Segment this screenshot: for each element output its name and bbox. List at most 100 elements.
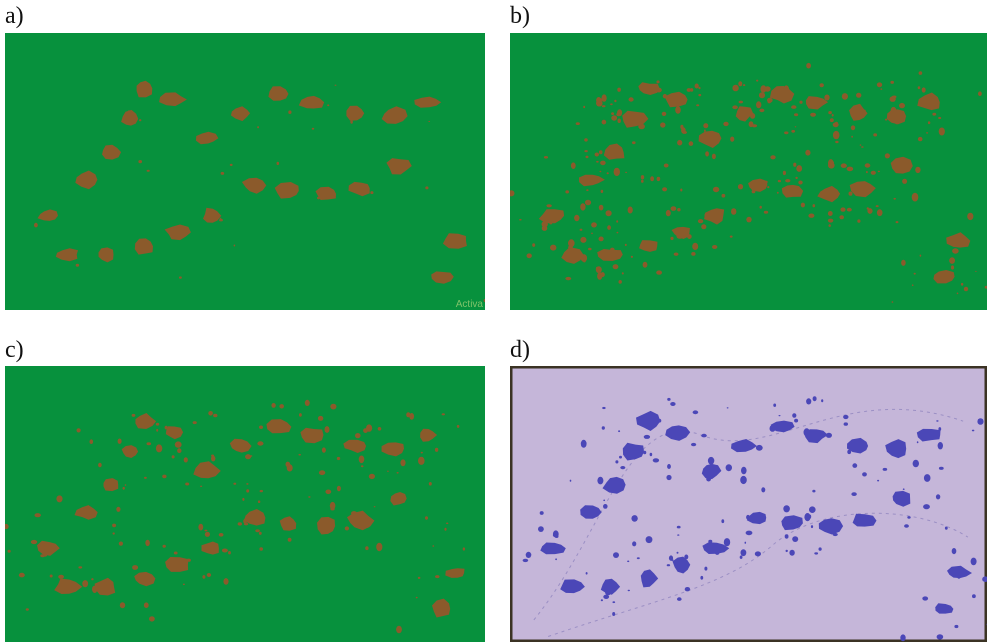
noise-speck	[603, 594, 610, 599]
tree-crown-blob	[933, 270, 955, 284]
noise-speck	[18, 572, 25, 578]
noise-speck	[851, 135, 853, 138]
tree-crown-blob	[164, 224, 191, 241]
noise-speck	[366, 424, 373, 432]
noise-speck	[893, 197, 896, 200]
noise-speck	[921, 87, 926, 93]
noise-speck	[677, 208, 681, 212]
tree-crown-blob	[74, 505, 98, 520]
noise-speck	[601, 105, 606, 108]
noise-speck	[242, 497, 245, 501]
noise-speck	[580, 439, 587, 448]
noise-speck	[725, 464, 732, 472]
noise-speck	[599, 170, 602, 173]
noise-speck	[846, 207, 852, 212]
noise-speck	[25, 608, 29, 611]
noise-speck	[701, 433, 707, 438]
noise-speck	[784, 131, 789, 135]
tree-crown-blob	[935, 603, 954, 614]
noise-speck	[377, 427, 382, 431]
tree-crown-blob	[636, 410, 661, 431]
noise-speck	[841, 93, 848, 100]
noise-speck	[847, 449, 852, 455]
noise-speck	[824, 94, 830, 101]
noise-speck	[875, 205, 879, 208]
noise-speck	[221, 548, 228, 553]
noise-speck	[595, 266, 599, 271]
noise-speck	[368, 473, 375, 480]
noise-speck	[711, 153, 716, 160]
noise-speck	[956, 292, 959, 295]
panel-label-d: d)	[510, 337, 530, 363]
noise-speck	[891, 301, 894, 303]
tree-crown-blob	[639, 240, 658, 252]
noise-speck	[585, 155, 589, 159]
noise-speck	[617, 87, 621, 92]
tree-crown-blob	[638, 82, 660, 95]
noise-speck	[806, 398, 812, 405]
noise-speck	[832, 122, 839, 128]
noise-speck	[624, 243, 627, 247]
noise-speck	[145, 539, 150, 547]
tree-crown-blob	[103, 478, 119, 492]
noise-speck	[904, 524, 909, 528]
tree-crown-blob	[580, 505, 602, 519]
tree-crown-blob	[600, 578, 621, 595]
tree-crown-blob	[622, 110, 649, 128]
noise-speck	[758, 92, 766, 99]
noise-speck	[982, 576, 987, 582]
tree-crown-blob	[121, 445, 139, 458]
noise-speck	[462, 547, 466, 551]
noise-speck	[746, 216, 752, 223]
tree-crown-blob	[136, 80, 153, 98]
noise-speck	[852, 463, 858, 468]
noise-speck	[901, 259, 906, 266]
noise-speck	[174, 441, 182, 448]
noise-speck	[677, 597, 682, 601]
noise-speck	[287, 537, 292, 542]
tree-crown-blob	[664, 91, 688, 108]
noise-speck	[812, 204, 816, 208]
noise-speck	[336, 456, 341, 461]
noise-speck	[601, 94, 607, 102]
noise-speck	[627, 560, 630, 563]
noise-speck	[616, 231, 619, 234]
noise-speck	[730, 136, 735, 142]
tree-crown-blob	[852, 513, 877, 527]
noise-speck	[866, 170, 868, 174]
noise-speck	[794, 418, 799, 423]
noise-speck	[873, 133, 878, 137]
panel-label-a: a)	[5, 3, 24, 29]
noise-speck	[373, 506, 376, 508]
noise-speck	[963, 286, 969, 292]
noise-speck	[936, 634, 944, 640]
noise-speck	[843, 414, 849, 420]
noise-speck	[721, 519, 725, 524]
noise-speck	[704, 129, 706, 132]
noise-speck	[78, 566, 83, 569]
tree-crown-blob	[135, 413, 157, 429]
noise-speck	[680, 188, 683, 192]
noise-speck	[418, 456, 425, 465]
tree-crown-blob	[201, 541, 219, 555]
noise-speck	[298, 453, 302, 456]
noise-speck	[759, 108, 765, 113]
noise-speck	[569, 479, 572, 482]
noise-speck	[584, 150, 588, 153]
noise-speck	[387, 470, 389, 472]
tree-crown-blob	[946, 232, 971, 248]
contour-line	[547, 512, 969, 637]
noise-speck	[597, 272, 603, 280]
noise-speck	[198, 523, 204, 531]
noise-speck	[162, 474, 167, 479]
noise-speck	[712, 245, 718, 249]
noise-speck	[271, 403, 276, 408]
noise-speck	[91, 578, 94, 581]
noise-speck	[632, 541, 637, 547]
noise-speck	[219, 217, 222, 220]
noise-speck	[124, 484, 127, 486]
noise-speck	[885, 118, 888, 121]
noise-speck	[162, 544, 166, 548]
noise-speck	[446, 522, 449, 525]
noise-speck	[698, 86, 701, 90]
